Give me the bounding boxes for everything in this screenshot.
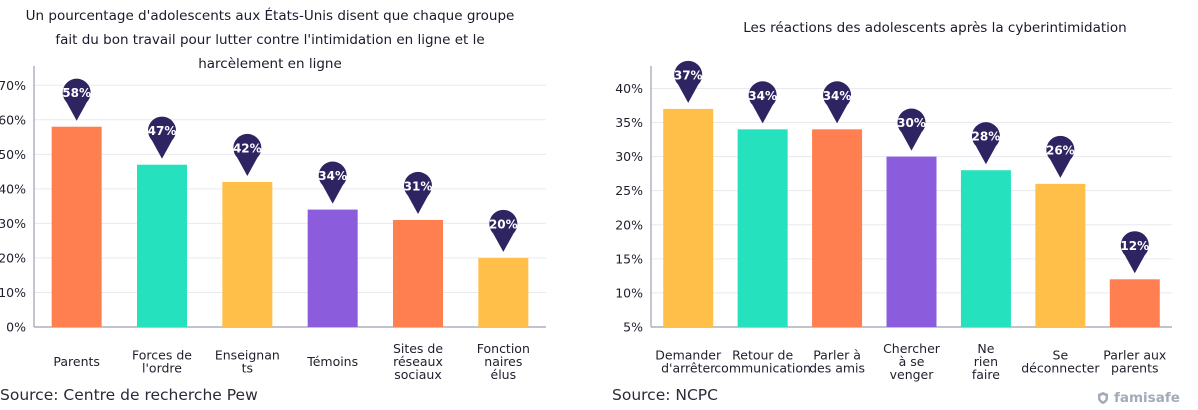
chartright-bar [737, 129, 788, 327]
chartleft-pin-marker-icon [404, 171, 432, 214]
chartleft-data-label: 58% [62, 86, 91, 100]
chartright-category-label: Parler aux parents [1103, 348, 1166, 376]
chartright-ytick-label: 35% [615, 115, 643, 130]
chartleft-category-label: Témoins [306, 354, 358, 369]
chartleft-pin-marker-icon [62, 78, 91, 121]
chartright-pin-marker-icon [1120, 231, 1149, 274]
chartleft-ytick-label: 20% [0, 250, 26, 265]
chartleft-bar [51, 126, 102, 327]
chartleft-ytick-label: 40% [0, 181, 26, 196]
chartright-value-pin: 37% [674, 60, 703, 103]
chart-title-left: Un pourcentage d'adolescents aux États-U… [0, 4, 540, 76]
chartleft-ytick-label: 50% [0, 147, 26, 162]
chartright-bar [663, 108, 714, 327]
chartright-value-pin: 34% [748, 81, 777, 124]
chartright-pin-marker-icon [674, 60, 703, 103]
chartright-category-label: Parler à des amis [809, 348, 865, 376]
chartleft-data-label: 42% [233, 141, 262, 155]
chartleft-value-pin: 47% [148, 116, 177, 159]
chartright-pin-marker-icon [823, 81, 852, 124]
chartleft-bar [478, 257, 529, 327]
chart-title-left-line-1: Un pourcentage d'adolescents aux États-U… [25, 8, 515, 24]
chartleft-category-label: Parents [53, 354, 100, 369]
chartright-category-label: Chercher à se venger [883, 341, 941, 382]
chartleft-data-label: 47% [148, 124, 177, 138]
chartleft-data-label: 20% [489, 217, 518, 231]
chartright-bar [886, 156, 937, 327]
chartright-category-label: Se déconnecter [1021, 348, 1100, 376]
chartright-pin-marker-icon [1046, 135, 1075, 178]
chartright-value-pin: 34% [823, 81, 852, 124]
chartright-data-label: 37% [674, 68, 703, 82]
chartleft-pin-marker-icon [233, 133, 262, 176]
chartright-ytick-label: 15% [615, 251, 643, 266]
chartright-value-pin: 26% [1046, 135, 1075, 178]
chartleft-bar [307, 209, 358, 327]
chartleft-value-pin: 31% [404, 171, 433, 214]
chartleft-ytick-label: 70% [0, 78, 26, 93]
chartright-ytick-label: 40% [615, 81, 643, 96]
chartleft-category-label: Sites de réseaux sociaux [393, 341, 443, 382]
chartright-data-label: 30% [897, 116, 926, 130]
brand-name: famisafe [1114, 390, 1180, 406]
chartright-data-label: 34% [748, 89, 777, 103]
chartright-data-label: 28% [972, 130, 1001, 144]
chartleft-category-label: Enseignan ts [215, 348, 280, 376]
chartright-category-label: Retour de communication [714, 348, 811, 376]
chartright-ytick-label: 20% [615, 217, 643, 232]
chartleft-bar [137, 164, 187, 327]
chartleft-bar [222, 181, 273, 327]
chartright-pin-marker-icon [971, 122, 1000, 165]
chart-title-left-line-2: fait du bon travail pour lutter contre l… [55, 32, 485, 48]
chartleft-pin-marker-icon [318, 161, 347, 204]
chartright-value-pin: 12% [1120, 231, 1149, 274]
chart-title-right: Les réactions des adolescents après la c… [743, 20, 1127, 36]
chartleft-value-pin: 34% [318, 161, 347, 204]
chartleft-ytick-label: 10% [0, 285, 26, 300]
chartright-value-pin: 28% [971, 122, 1001, 165]
chart-title-left-line-3: harcèlement en ligne [198, 56, 342, 72]
chartright-data-label: 34% [823, 89, 852, 103]
famisafe-logo-icon [1098, 392, 1108, 404]
chartleft-category-label: Forces de l'ordre [132, 348, 192, 376]
chartleft-value-pin: 58% [62, 78, 91, 121]
source-right: Source: NCPC [612, 386, 718, 404]
chartright-data-label: 12% [1120, 239, 1149, 253]
chartleft-ytick-label: 30% [0, 216, 26, 231]
chartright-ytick-label: 30% [615, 149, 643, 164]
chartright-bar [960, 170, 1011, 327]
chartright-category-label: Ne rien faire [972, 341, 1000, 382]
chartleft-pin-marker-icon [148, 116, 176, 159]
chart-right-ncpc: 5% 10% 15% 20% 25% 30% 35% 40% 37% Demander d'arrê… [615, 60, 1172, 382]
chartright-value-pin: 30% [897, 108, 926, 151]
chartright-pin-marker-icon [748, 81, 777, 124]
chartleft-data-label: 34% [318, 169, 347, 183]
source-left: Source: Centre de recherche Pew [0, 386, 258, 404]
chartright-ytick-label: 25% [615, 183, 643, 198]
chartright-pin-marker-icon [897, 108, 926, 151]
chartleft-ytick-label: 60% [0, 112, 26, 127]
chartright-ytick-label: 5% [623, 320, 643, 335]
chartleft-category-label: Fonction naires élus [477, 341, 530, 382]
chartleft-bar [393, 219, 443, 327]
chartleft-pin-marker-icon [489, 209, 518, 252]
chartright-bar [1109, 279, 1160, 327]
chartleft-value-pin: 20% [489, 209, 518, 252]
chartright-bar [1035, 183, 1086, 327]
chartright-category-label: Demander d'arrêter [655, 348, 722, 376]
chartleft-ytick-label: 0% [6, 320, 26, 335]
chartright-ytick-label: 10% [615, 285, 643, 300]
chartleft-value-pin: 42% [233, 133, 262, 176]
chart-left-pew: 0% 10% 20% 30% 40% 50% 60% 70% 58% Parents 47% Forc… [0, 66, 546, 382]
chartright-bar [812, 129, 863, 327]
chartright-data-label: 26% [1046, 143, 1075, 157]
chartleft-data-label: 31% [404, 179, 433, 193]
